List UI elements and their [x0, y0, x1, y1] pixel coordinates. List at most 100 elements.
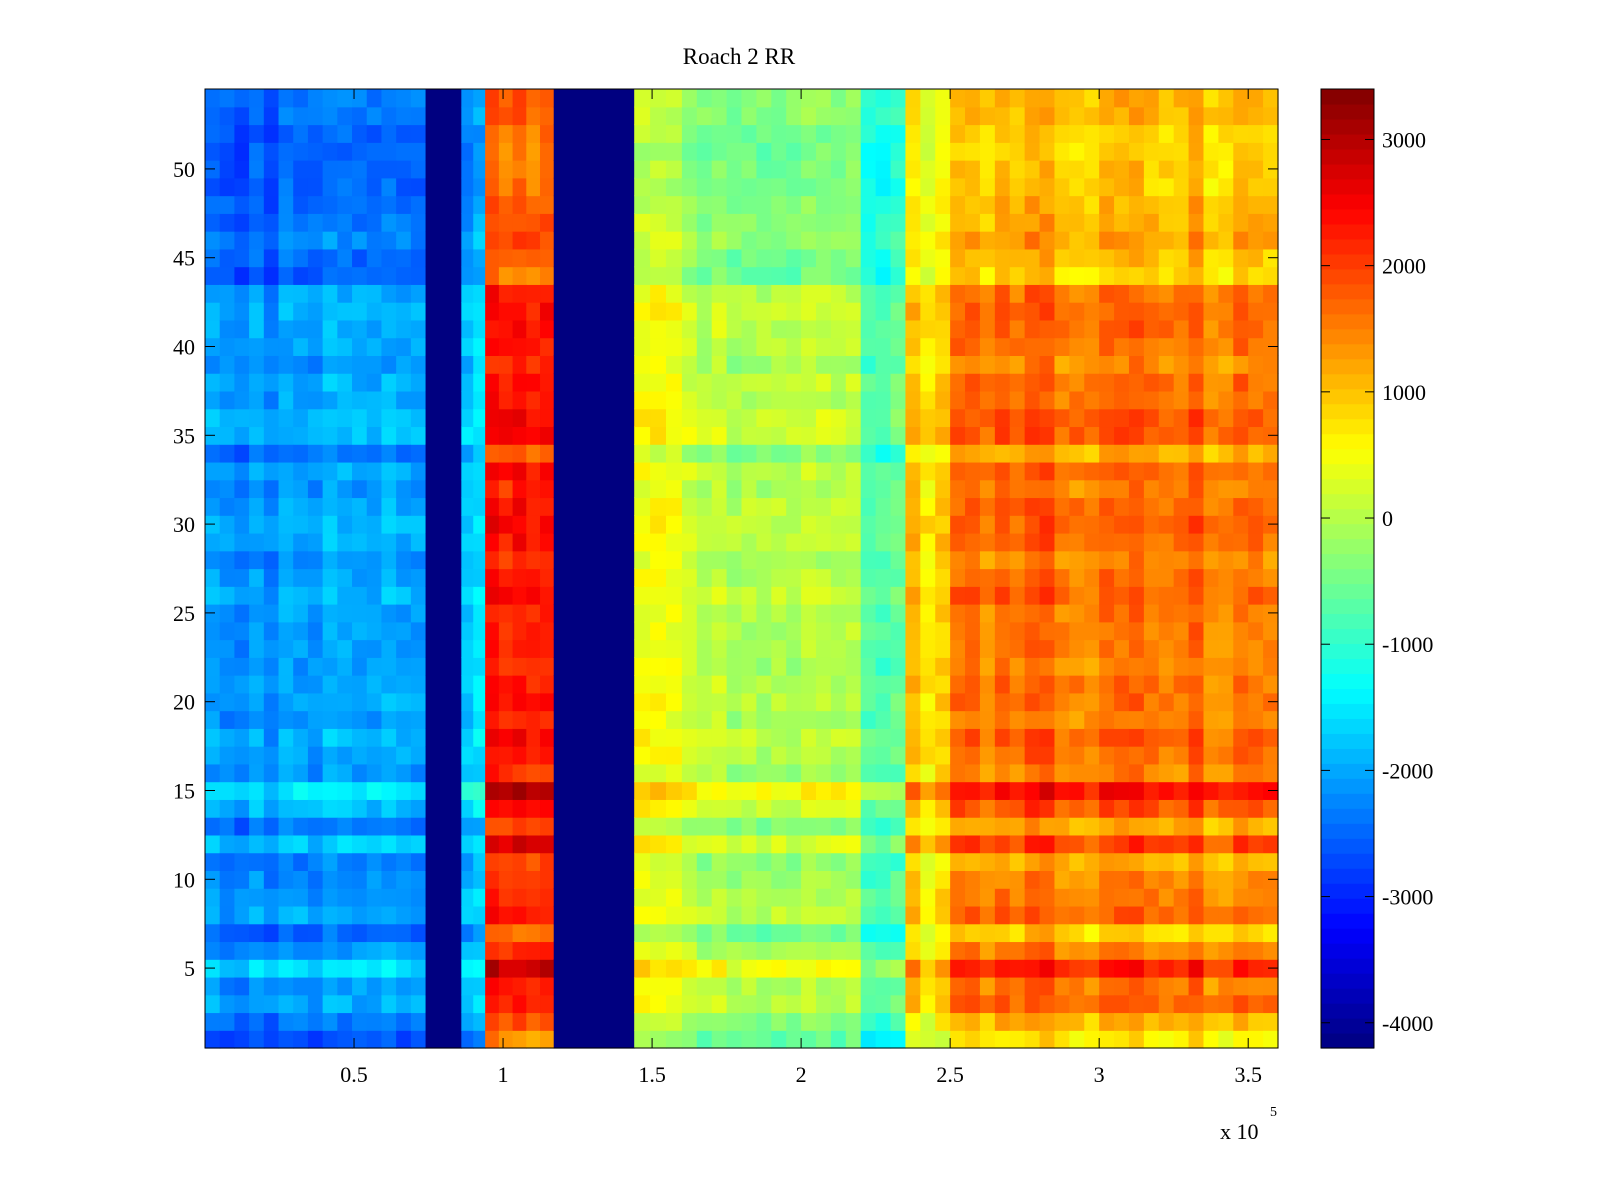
heatmap-cell — [512, 923, 527, 943]
heatmap-cell — [1188, 657, 1205, 676]
heatmap-cell — [1248, 976, 1264, 996]
heatmap-cell — [461, 923, 474, 943]
heatmap-cell — [1128, 710, 1145, 729]
heatmap-cell — [711, 426, 728, 445]
heatmap-cell — [741, 994, 757, 1014]
heatmap-cell — [425, 355, 462, 374]
heatmap-cell — [1128, 657, 1145, 676]
heatmap-cell — [425, 213, 462, 232]
heatmap-cell — [249, 888, 265, 907]
heatmap-cell — [1188, 817, 1205, 836]
heatmap-cell — [756, 373, 772, 392]
colorbar-step — [1321, 568, 1374, 585]
heatmap-cell — [920, 888, 936, 907]
colorbar-step — [1321, 838, 1374, 854]
heatmap-cell — [1233, 675, 1249, 694]
heatmap-cell — [665, 373, 683, 392]
heatmap-cell — [1084, 461, 1100, 481]
heatmap-cell — [1173, 461, 1190, 481]
heatmap-cell — [1128, 639, 1145, 658]
heatmap-cell — [498, 923, 514, 943]
heatmap-cell — [381, 621, 397, 641]
heatmap-cell — [1173, 213, 1190, 232]
heatmap-cell — [234, 1012, 250, 1031]
heatmap-cell — [830, 586, 847, 605]
heatmap-cell — [485, 515, 500, 534]
heatmap-cell — [845, 852, 862, 872]
heatmap-cell — [726, 799, 743, 818]
heatmap-cell — [1158, 408, 1175, 428]
heatmap-cell — [994, 390, 1011, 410]
heatmap-cell — [337, 266, 353, 285]
heatmap-cell — [726, 746, 743, 765]
heatmap-cell — [1128, 426, 1145, 445]
heatmap-cell — [741, 479, 757, 499]
heatmap-cell — [1114, 142, 1130, 161]
heatmap-cell — [249, 337, 265, 356]
heatmap-cell — [681, 710, 698, 729]
heatmap-cell — [1143, 106, 1160, 126]
heatmap-cell — [1009, 817, 1026, 836]
heatmap-cell — [650, 479, 667, 499]
heatmap-cell — [425, 532, 462, 552]
heatmap-cell — [1099, 124, 1115, 143]
heatmap-cell — [234, 479, 250, 499]
heatmap-cell — [322, 568, 338, 587]
heatmap-cell — [741, 337, 757, 356]
heatmap-cell — [875, 852, 892, 872]
heatmap-cell — [979, 604, 996, 623]
heatmap-cell — [801, 231, 817, 250]
heatmap-cell — [634, 959, 651, 978]
heatmap-cell — [935, 497, 951, 516]
heatmap-cell — [263, 763, 280, 783]
heatmap-cell — [1099, 142, 1115, 161]
colorbar-step — [1321, 718, 1374, 734]
heatmap-cell — [756, 532, 772, 552]
heatmap-cell — [337, 746, 353, 765]
heatmap-cell — [410, 675, 427, 694]
heatmap-cell — [696, 888, 713, 907]
heatmap-cell — [1039, 781, 1056, 800]
heatmap-cell — [696, 390, 713, 410]
heatmap-cell — [307, 728, 324, 747]
heatmap-cell — [219, 1030, 235, 1049]
heatmap-cell — [1233, 160, 1249, 179]
colorbar-step — [1321, 448, 1374, 465]
heatmap-cell — [425, 426, 462, 445]
heatmap-cell — [711, 852, 728, 872]
heatmap-cell — [498, 124, 514, 143]
heatmap-cell — [1218, 657, 1234, 676]
heatmap-cell — [920, 461, 936, 481]
heatmap-cell — [830, 1030, 847, 1049]
heatmap-cell — [994, 781, 1011, 800]
heatmap-cell — [1188, 160, 1205, 179]
heatmap-cell — [1158, 994, 1175, 1014]
heatmap-cell — [726, 976, 743, 996]
heatmap-cell — [979, 621, 996, 641]
heatmap-cell — [681, 604, 698, 623]
heatmap-cell — [681, 728, 698, 747]
heatmap-cell — [1099, 799, 1115, 818]
heatmap-cell — [1143, 408, 1160, 428]
heatmap-cell — [1009, 781, 1026, 800]
colorbar-step — [1321, 178, 1374, 195]
heatmap-cell — [1218, 408, 1234, 428]
heatmap-cell — [526, 888, 541, 907]
heatmap-cell — [425, 799, 462, 818]
heatmap-cell — [307, 621, 324, 641]
heatmap-cell — [634, 479, 651, 499]
heatmap-cell — [1248, 604, 1264, 623]
heatmap-cell — [1143, 959, 1160, 978]
heatmap-cell — [322, 160, 338, 179]
heatmap-cell — [498, 355, 514, 374]
heatmap-cell — [540, 657, 555, 676]
heatmap-cell — [1188, 799, 1205, 818]
heatmap-cell — [526, 142, 541, 161]
heatmap-cell — [920, 586, 936, 605]
heatmap-cell — [1084, 959, 1100, 978]
heatmap-cell — [249, 124, 265, 143]
heatmap-cell — [278, 373, 294, 392]
heatmap-cell — [410, 142, 427, 161]
heatmap-cell — [830, 1012, 847, 1031]
heatmap-cell — [205, 550, 221, 570]
